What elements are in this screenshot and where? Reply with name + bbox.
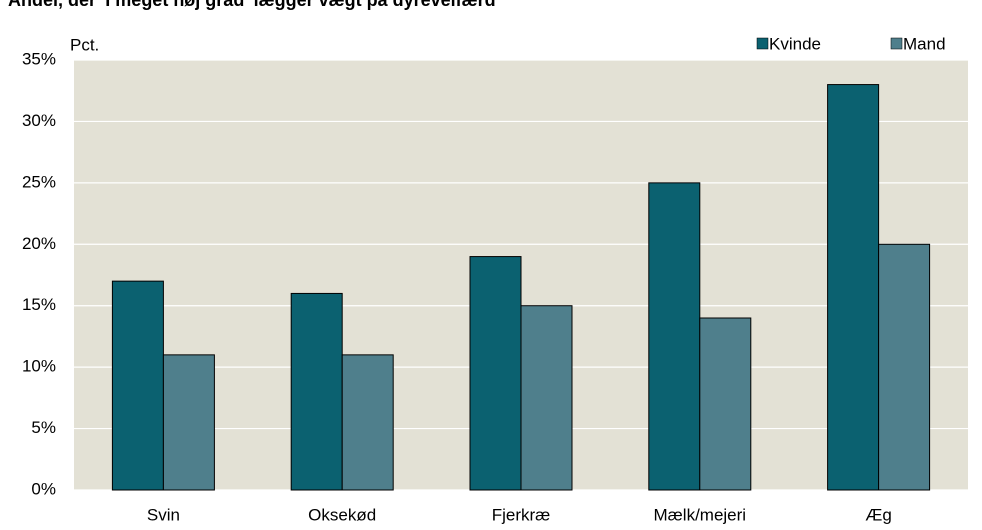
y-tick-label: 35%: [22, 49, 56, 68]
legend-swatch: [890, 37, 903, 50]
chart-title: Andel, der 'I meget høj grad' lægger væg…: [8, 0, 496, 10]
x-tick-label: Mælk/mejeri: [654, 505, 747, 524]
x-tick-label: Svin: [147, 505, 180, 524]
y-tick-label: 25%: [22, 172, 56, 191]
bar: [878, 243, 931, 491]
y-tick-label: 0%: [31, 479, 56, 498]
legend-swatch: [756, 37, 769, 50]
y-tick-label: 10%: [22, 357, 56, 376]
bar: [290, 292, 343, 491]
x-tick-label: Fjerkræ: [492, 505, 551, 524]
bar: [520, 305, 573, 491]
bar: [162, 354, 215, 491]
y-tick-label: 30%: [22, 111, 56, 130]
y-axis-label: Pct.: [70, 35, 99, 54]
bar: [827, 84, 880, 491]
x-tick-label: Oksekød: [308, 505, 376, 524]
legend-label: Kvinde: [769, 34, 821, 53]
y-tick-label: 5%: [31, 418, 56, 437]
x-tick-label: Æg: [865, 505, 891, 524]
bar: [699, 317, 752, 491]
y-tick-label: 15%: [22, 295, 56, 314]
legend-label: Mand: [903, 34, 946, 53]
bar: [648, 182, 701, 491]
y-tick-label: 20%: [22, 234, 56, 253]
bar: [111, 280, 164, 491]
bar: [341, 354, 394, 491]
bar: [469, 256, 522, 491]
